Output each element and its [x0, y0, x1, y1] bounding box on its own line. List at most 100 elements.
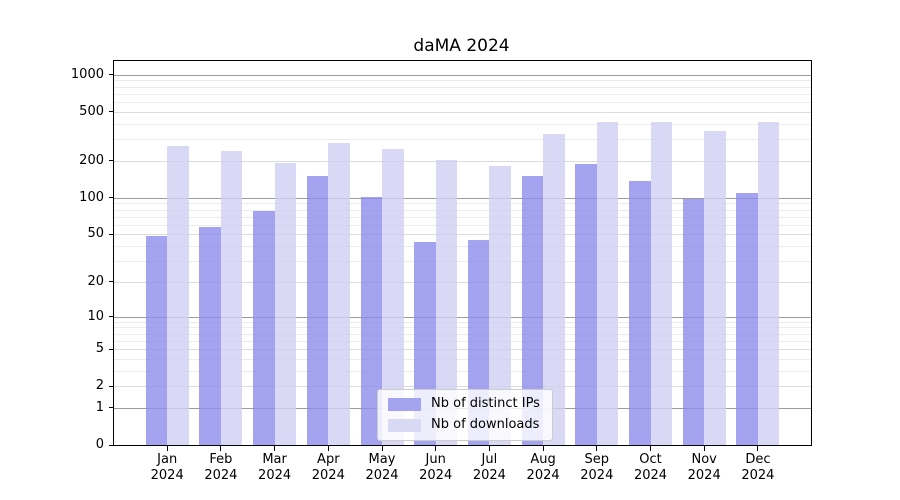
gridline-minor: [114, 246, 811, 247]
y-tick: [109, 197, 113, 199]
gridline-minor: [114, 327, 811, 329]
bar-downloads: [220, 151, 243, 445]
gridline-major: [114, 316, 811, 318]
gridline-minor: [114, 333, 811, 335]
x-tick-label: Jan 2024: [150, 452, 184, 483]
x-tick-label: Mar 2024: [258, 452, 292, 483]
x-tick: [435, 446, 437, 451]
gridline-minor: [114, 80, 811, 82]
gridline: [114, 281, 811, 283]
x-tick: [650, 446, 651, 451]
x-tick: [327, 446, 329, 451]
bars-layer: [114, 61, 811, 445]
plot-area: Nb of distinct IPs Nb of downloads 0 1 2 5 10…: [71, 60, 812, 483]
legend-label: Nb of distinct IPs: [431, 396, 540, 411]
x-tick-label: Dec 2024: [741, 452, 775, 483]
y-tick-label: 2: [95, 378, 104, 394]
y-tick: [109, 281, 113, 283]
gridline-major: [114, 74, 811, 76]
gridline-minor: [114, 216, 811, 218]
x-tick-label: May 2024: [365, 452, 399, 483]
x-tick: [757, 446, 759, 451]
bar-distinct-ips: [199, 227, 221, 445]
x-tick: [488, 446, 490, 451]
legend-item: Nb of distinct IPs: [388, 396, 540, 412]
gridline-major: [114, 197, 811, 199]
x-tick-label: Apr 2024: [311, 452, 345, 483]
x-tick-label: Sep 2024: [580, 452, 614, 483]
y-tick-label: 500: [79, 103, 104, 119]
x-tick-label: Aug 2024: [526, 452, 560, 483]
bar-downloads: [596, 121, 619, 445]
bar-downloads: [704, 130, 726, 445]
gridline-minor: [114, 102, 811, 104]
legend-swatch: [388, 418, 421, 432]
y-tick: [109, 348, 113, 350]
bar-distinct-ips: [682, 199, 705, 445]
bar-distinct-ips: [253, 210, 275, 445]
gridline: [114, 111, 811, 113]
y-tick: [109, 316, 113, 317]
x-tick-label: Jul 2024: [472, 452, 506, 483]
bar-downloads: [489, 165, 511, 445]
y-tick-label: 100: [79, 189, 104, 205]
gridline-minor: [114, 261, 811, 262]
legend-label: Nb of downloads: [431, 417, 540, 432]
x-tick: [220, 446, 222, 451]
bar-downloads: [274, 162, 297, 445]
x-tick: [274, 446, 276, 451]
x-tick: [166, 446, 168, 451]
x-tick: [542, 446, 544, 451]
y-tick: [109, 444, 113, 446]
gridline-minor: [114, 321, 811, 323]
gridline: [114, 160, 811, 162]
gridline: [114, 386, 811, 388]
chart-title: daMA 2024: [413, 36, 510, 56]
legend-swatch: [388, 397, 421, 411]
y-tick-label: 1: [95, 399, 104, 415]
y-tick-label: 20: [87, 273, 104, 289]
gridline: [114, 234, 811, 236]
bar-distinct-ips: [145, 236, 168, 445]
x-tick: [703, 446, 705, 451]
bar-distinct-ips: [629, 180, 651, 445]
bar-downloads: [328, 142, 350, 445]
gridline-minor: [114, 93, 811, 95]
y-tick-label: 200: [79, 152, 104, 168]
gridline-minor: [114, 224, 811, 226]
legend: Nb of distinct IPs Nb of downloads: [377, 389, 553, 441]
gridline-minor: [114, 209, 811, 211]
gridline-minor: [114, 340, 811, 342]
x-tick: [596, 446, 598, 451]
y-tick: [109, 160, 113, 162]
x-tick: [381, 446, 383, 451]
x-tick-label: Oct 2024: [633, 452, 668, 483]
y-tick-label: 50: [87, 226, 104, 242]
x-tick-label: Jun 2024: [419, 452, 453, 483]
bar-distinct-ips: [360, 197, 382, 445]
gridline-minor: [114, 203, 811, 205]
x-tick-label: Nov 2024: [687, 452, 721, 483]
y-tick-label: 10: [87, 308, 104, 324]
y-tick: [109, 74, 113, 76]
bar-distinct-ips: [736, 192, 758, 445]
gridline: [114, 349, 811, 350]
bar-downloads: [757, 121, 780, 445]
bar-distinct-ips: [306, 176, 329, 445]
y-tick: [109, 233, 113, 235]
y-tick: [109, 111, 113, 113]
bar-downloads: [650, 121, 672, 445]
gridline-minor: [114, 86, 811, 88]
gridline-minor: [114, 370, 811, 372]
gridline-minor: [114, 123, 811, 125]
gridline-minor: [114, 358, 811, 360]
legend-item: Nb of downloads: [388, 417, 540, 433]
x-tick-label: Feb 2024: [204, 452, 238, 483]
gridline-minor: [114, 139, 811, 141]
bar-downloads: [382, 148, 404, 445]
y-tick-label: 5: [95, 341, 104, 356]
y-tick: [109, 385, 113, 387]
bar-distinct-ips: [575, 163, 597, 445]
bar-downloads: [167, 145, 189, 445]
